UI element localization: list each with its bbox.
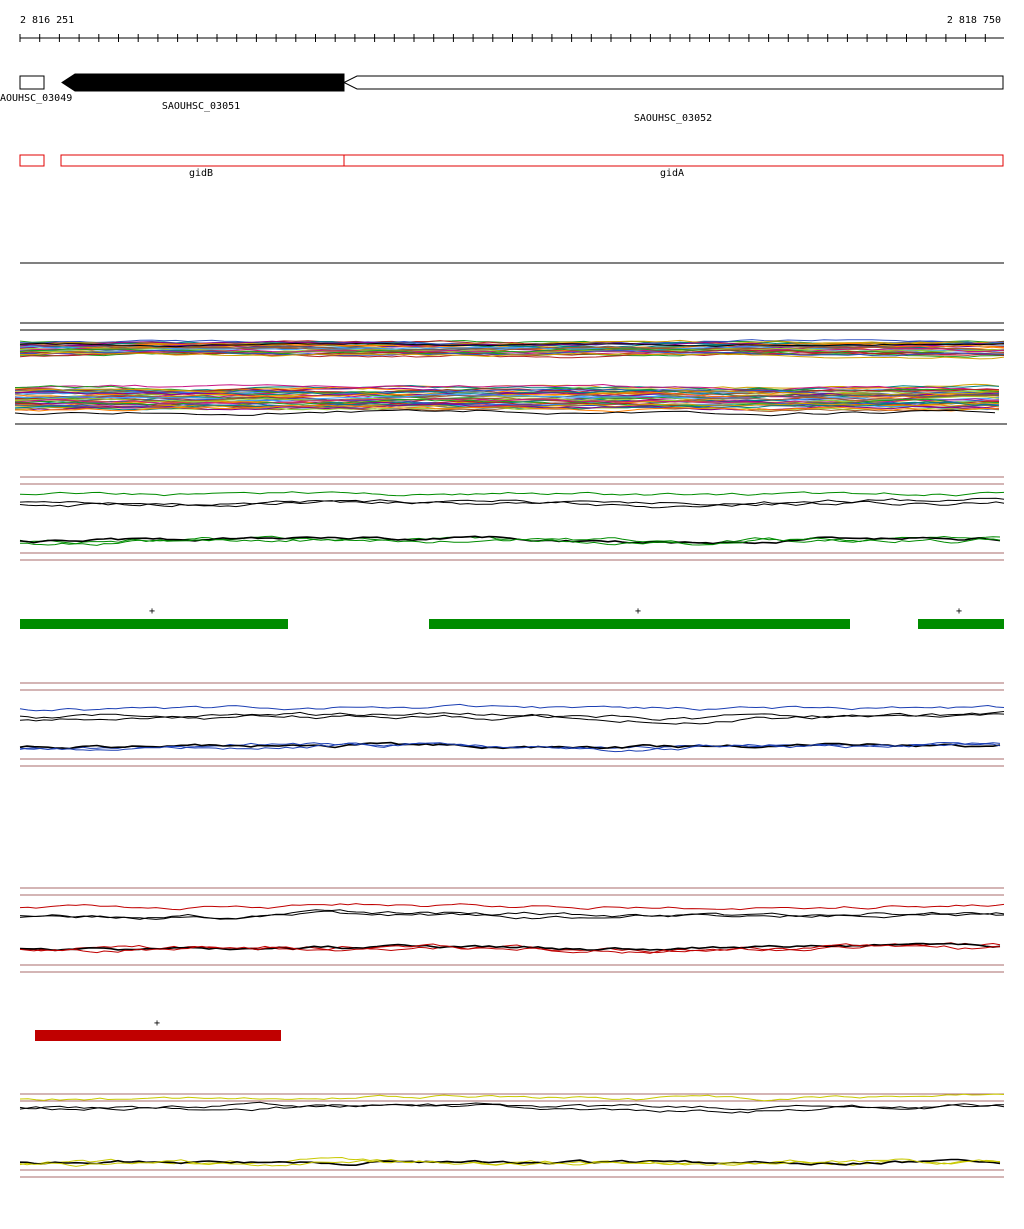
expression-line xyxy=(19,535,1001,545)
expression-line xyxy=(19,1158,1001,1166)
locus-label: SAOUHSC_03052 xyxy=(634,113,712,124)
expression-panel-green xyxy=(19,476,1005,561)
expression-line xyxy=(15,395,1000,404)
multi-sample-track-lower xyxy=(14,383,1000,417)
expression-line xyxy=(19,742,1001,753)
expression-line xyxy=(14,398,1000,405)
expression-line xyxy=(19,349,1005,357)
locus-SAOUHSC_03051-arrow[interactable] xyxy=(61,73,345,92)
segment-strand-marker: + xyxy=(149,606,155,617)
locus-label: SAOUHSC_03051 xyxy=(162,101,240,112)
expression-line xyxy=(19,942,1001,952)
locus-SAOUHSC_03052-arrow[interactable] xyxy=(342,75,1004,90)
segment-strand-marker: + xyxy=(154,1018,160,1029)
expression-lines-red xyxy=(19,903,1005,954)
expression-line xyxy=(19,348,1005,356)
expression-lines-yellow xyxy=(19,1093,1005,1167)
expression-line xyxy=(19,703,1005,712)
expression-line xyxy=(19,346,1005,353)
expression-line xyxy=(14,409,996,417)
segment-strand-marker: + xyxy=(956,606,962,617)
expression-line xyxy=(14,398,1000,407)
expression-line xyxy=(14,401,1000,409)
locus-track: AOUHSC_03049 SAOUHSC_03051 SAOUHSC_03052 xyxy=(0,73,1004,124)
segment-strand-marker: + xyxy=(635,606,641,617)
locus-label: AOUHSC_03049 xyxy=(0,93,72,104)
segment-bar[interactable] xyxy=(429,619,850,629)
coordinate-ruler: 2 816 251 2 818 750 xyxy=(19,15,1004,42)
segment-bar[interactable] xyxy=(918,619,1004,629)
expression-lines-blue xyxy=(19,703,1005,753)
expression-line xyxy=(19,342,1005,348)
gene-box-small[interactable] xyxy=(19,154,45,167)
expression-line xyxy=(19,500,1005,509)
expression-line xyxy=(19,351,1005,360)
segment-track-green: + + + xyxy=(20,606,1004,629)
gene-name-track: gidB gidA xyxy=(19,154,1004,179)
segment-track-red: + xyxy=(35,1018,281,1041)
expression-panel-red xyxy=(19,887,1005,973)
expression-panel-blue xyxy=(19,682,1005,767)
expression-line xyxy=(19,713,1005,725)
gene-box-gidA[interactable] xyxy=(343,154,1004,167)
expression-line xyxy=(14,383,1000,391)
expression-line xyxy=(19,903,1005,911)
expression-line xyxy=(14,388,1000,394)
ruler-end-label: 2 818 750 xyxy=(947,15,1001,26)
segment-bar[interactable] xyxy=(35,1030,281,1041)
gene-box-gidB[interactable] xyxy=(60,154,345,167)
expression-panel-yellow xyxy=(19,1093,1005,1178)
locus-AOUHSC_03049-box[interactable] xyxy=(19,75,45,90)
ruler-start-label: 2 816 251 xyxy=(20,15,74,26)
expression-line xyxy=(14,404,1000,413)
expression-line xyxy=(14,391,1000,398)
segment-bar[interactable] xyxy=(20,619,288,629)
expression-line xyxy=(19,910,1005,920)
expression-line xyxy=(19,1103,1005,1114)
expression-line xyxy=(14,388,1000,396)
expression-line xyxy=(19,1093,1005,1102)
expression-line xyxy=(19,537,1001,546)
expression-lines-green xyxy=(19,491,1005,546)
expression-line xyxy=(19,1158,1001,1167)
expression-line xyxy=(19,491,1005,497)
expression-line xyxy=(14,402,1000,409)
expression-line xyxy=(14,393,1000,402)
expression-line xyxy=(19,943,1001,954)
multi-sample-track-upper xyxy=(19,339,1005,360)
ruler-ticks xyxy=(19,34,986,42)
gene-label-gidA: gidA xyxy=(660,168,684,179)
gene-label-gidB: gidB xyxy=(189,168,213,179)
